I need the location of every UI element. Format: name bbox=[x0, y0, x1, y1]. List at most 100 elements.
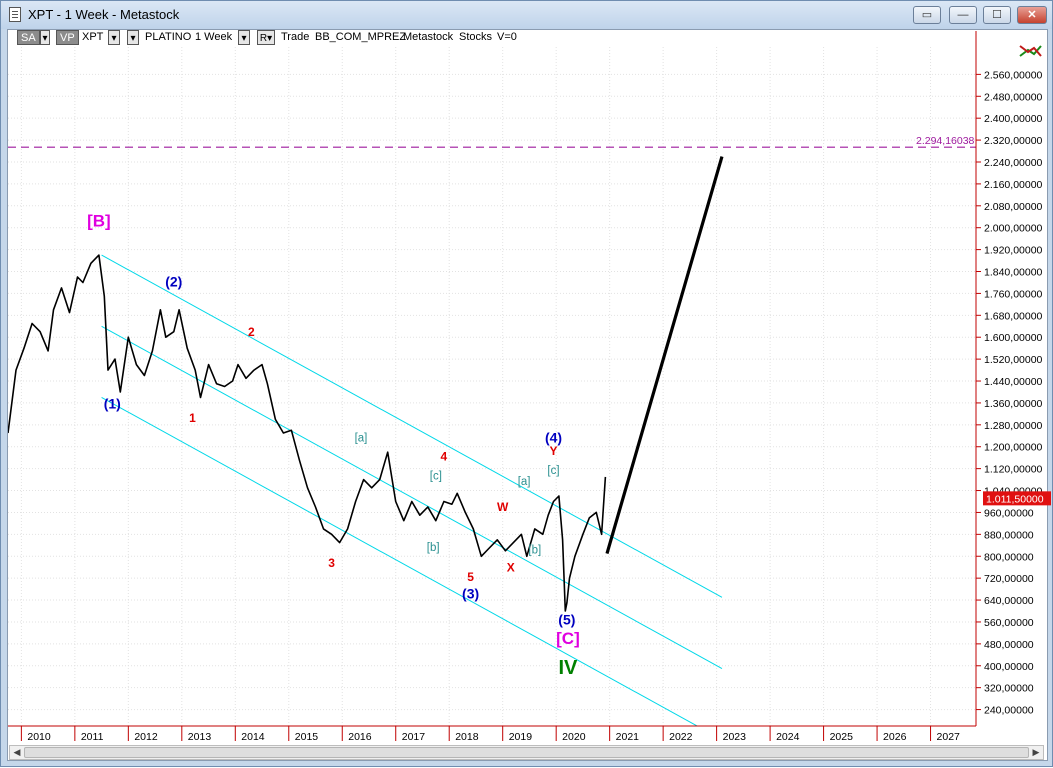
y-tick-label: 1.200,00000 bbox=[984, 442, 1043, 454]
window-title: XPT - 1 Week - Metastock bbox=[28, 7, 180, 22]
x-tick-label: 2027 bbox=[937, 731, 961, 743]
y-tick-label: 1.280,00000 bbox=[984, 420, 1043, 432]
y-tick-label: 2.080,00000 bbox=[984, 201, 1043, 213]
source-label: Metastock bbox=[403, 31, 454, 43]
x-tick-label: 2019 bbox=[509, 731, 533, 743]
y-tick-label: 1.840,00000 bbox=[984, 267, 1043, 279]
y-tick-label: 1.680,00000 bbox=[984, 310, 1043, 322]
x-tick-label: 2013 bbox=[188, 731, 212, 743]
y-tick-label: 1.920,00000 bbox=[984, 245, 1043, 257]
x-tick-label: 2024 bbox=[776, 731, 800, 743]
symbol-dropdown-icon[interactable]: ▾ bbox=[108, 30, 120, 45]
wave-label: [b] bbox=[528, 545, 541, 557]
title-bar[interactable]: XPT - 1 Week - Metastock ▭ — ☐ ✕ bbox=[1, 1, 1052, 29]
document-icon bbox=[9, 7, 21, 22]
price-line bbox=[8, 254, 607, 612]
x-tick-label: 2018 bbox=[455, 731, 479, 743]
trend-tool-icon[interactable] bbox=[1019, 45, 1042, 57]
trend-channel bbox=[101, 254, 723, 726]
vp-button[interactable]: VP bbox=[56, 30, 79, 45]
wave-label: (3) bbox=[462, 586, 479, 602]
minimize-icon[interactable]: — bbox=[949, 6, 977, 24]
wave-label: 5 bbox=[467, 570, 474, 584]
x-tick-label: 2021 bbox=[616, 731, 640, 743]
wave-label: 3 bbox=[328, 556, 335, 570]
r-button[interactable]: R▾ bbox=[257, 30, 275, 45]
grid bbox=[8, 47, 976, 726]
wave-label: [b] bbox=[427, 542, 440, 554]
y-tick-label: 800,00000 bbox=[984, 551, 1034, 563]
wave-label: 1 bbox=[189, 411, 196, 425]
x-tick-label: 2011 bbox=[81, 731, 104, 743]
y-tick-label: 640,00000 bbox=[984, 595, 1034, 607]
sa-button[interactable]: SA bbox=[17, 30, 40, 45]
type-label: Stocks bbox=[459, 31, 493, 43]
indicator-dropdown-icon[interactable]: ▾ bbox=[127, 30, 139, 45]
y-tick-label: 720,00000 bbox=[984, 573, 1034, 585]
security-name: PLATINO bbox=[145, 31, 192, 43]
horizontal-scrollbar[interactable]: ◀ ▶ bbox=[9, 745, 1044, 760]
y-tick-label: 1.440,00000 bbox=[984, 376, 1043, 388]
sa-dropdown-icon[interactable]: ▾ bbox=[40, 30, 50, 45]
maximize-icon[interactable]: ☐ bbox=[983, 6, 1011, 24]
channel-line bbox=[101, 254, 723, 598]
last-price-label: 1.011,50000 bbox=[986, 493, 1044, 505]
x-tick-label: 2012 bbox=[134, 731, 158, 743]
y-tick-label: 480,00000 bbox=[984, 639, 1034, 651]
trade-label[interactable]: Trade bbox=[281, 31, 310, 43]
y-tick-label: 2.000,00000 bbox=[984, 223, 1043, 235]
price-series bbox=[8, 254, 607, 612]
x-tick-label: 2014 bbox=[241, 731, 265, 743]
x-tick-label: 2015 bbox=[295, 731, 319, 743]
scroll-right-icon[interactable]: ▶ bbox=[1032, 747, 1040, 757]
y-tick-label: 1.520,00000 bbox=[984, 354, 1043, 366]
wave-label: [C] bbox=[556, 629, 580, 648]
close-icon[interactable]: ✕ bbox=[1017, 6, 1047, 24]
last-price: 1.011,50000 bbox=[983, 491, 1051, 506]
y-tick-label: 1.360,00000 bbox=[984, 398, 1043, 410]
x-tick-label: 2025 bbox=[830, 731, 854, 743]
y-tick-label: 1.120,00000 bbox=[984, 464, 1043, 476]
y-tick-label: 560,00000 bbox=[984, 617, 1034, 629]
x-tick-label: 2017 bbox=[402, 731, 426, 743]
y-axis: 2.560,00000 2.480,00000 2.400,00000 2.320,0… bbox=[975, 31, 1043, 726]
chart-tool-icon[interactable] bbox=[1019, 45, 1042, 57]
y-tick-label: 2.160,00000 bbox=[984, 179, 1043, 191]
y-tick-label: 1.760,00000 bbox=[984, 288, 1043, 300]
scrollbar-thumb[interactable] bbox=[24, 747, 1029, 758]
wave-label: (2) bbox=[165, 274, 182, 290]
wave-label: 4 bbox=[441, 449, 448, 463]
channel-line bbox=[101, 325, 723, 669]
scroll-left-icon[interactable]: ◀ bbox=[13, 747, 21, 757]
wave-label: W bbox=[497, 500, 509, 514]
y-tick-label: 240,00000 bbox=[984, 705, 1034, 717]
y-tick-label: 2.400,00000 bbox=[984, 113, 1043, 125]
volume-label: V=0 bbox=[497, 31, 517, 43]
y-tick-label: 880,00000 bbox=[984, 529, 1034, 541]
trend-tool-icon-alt[interactable] bbox=[1019, 45, 1042, 57]
y-tick-label: 1.600,00000 bbox=[984, 332, 1043, 344]
wave-label: (4) bbox=[545, 430, 562, 446]
y-tick-label: 2.320,00000 bbox=[984, 135, 1043, 147]
x-tick-label: 2026 bbox=[883, 731, 907, 743]
channel-line bbox=[101, 397, 699, 726]
y-tick-label: 2.560,00000 bbox=[984, 69, 1043, 81]
wave-label: (1) bbox=[104, 395, 121, 411]
wave-label: 2 bbox=[248, 325, 255, 339]
wave-label: Y bbox=[549, 444, 557, 458]
x-tick-label: 2016 bbox=[348, 731, 372, 743]
x-tick-label: 2022 bbox=[669, 731, 693, 743]
wave-label: [B] bbox=[87, 211, 111, 230]
y-tick-label: 320,00000 bbox=[984, 683, 1034, 695]
restore-document-icon[interactable]: ▭ bbox=[913, 6, 941, 24]
projection-line bbox=[605, 156, 724, 554]
x-tick-label: 2010 bbox=[27, 731, 51, 743]
wave-label: IV bbox=[558, 657, 578, 679]
chart-area bbox=[7, 29, 1048, 761]
x-axis: 2010 2011 2012 2013 2014 2015 2016 2017 2018 2019… bbox=[8, 725, 976, 743]
periodicity-dropdown-icon[interactable]: ▾ bbox=[238, 30, 250, 45]
y-tick-label: 2.480,00000 bbox=[984, 91, 1043, 103]
wave-label: (5) bbox=[558, 612, 575, 628]
